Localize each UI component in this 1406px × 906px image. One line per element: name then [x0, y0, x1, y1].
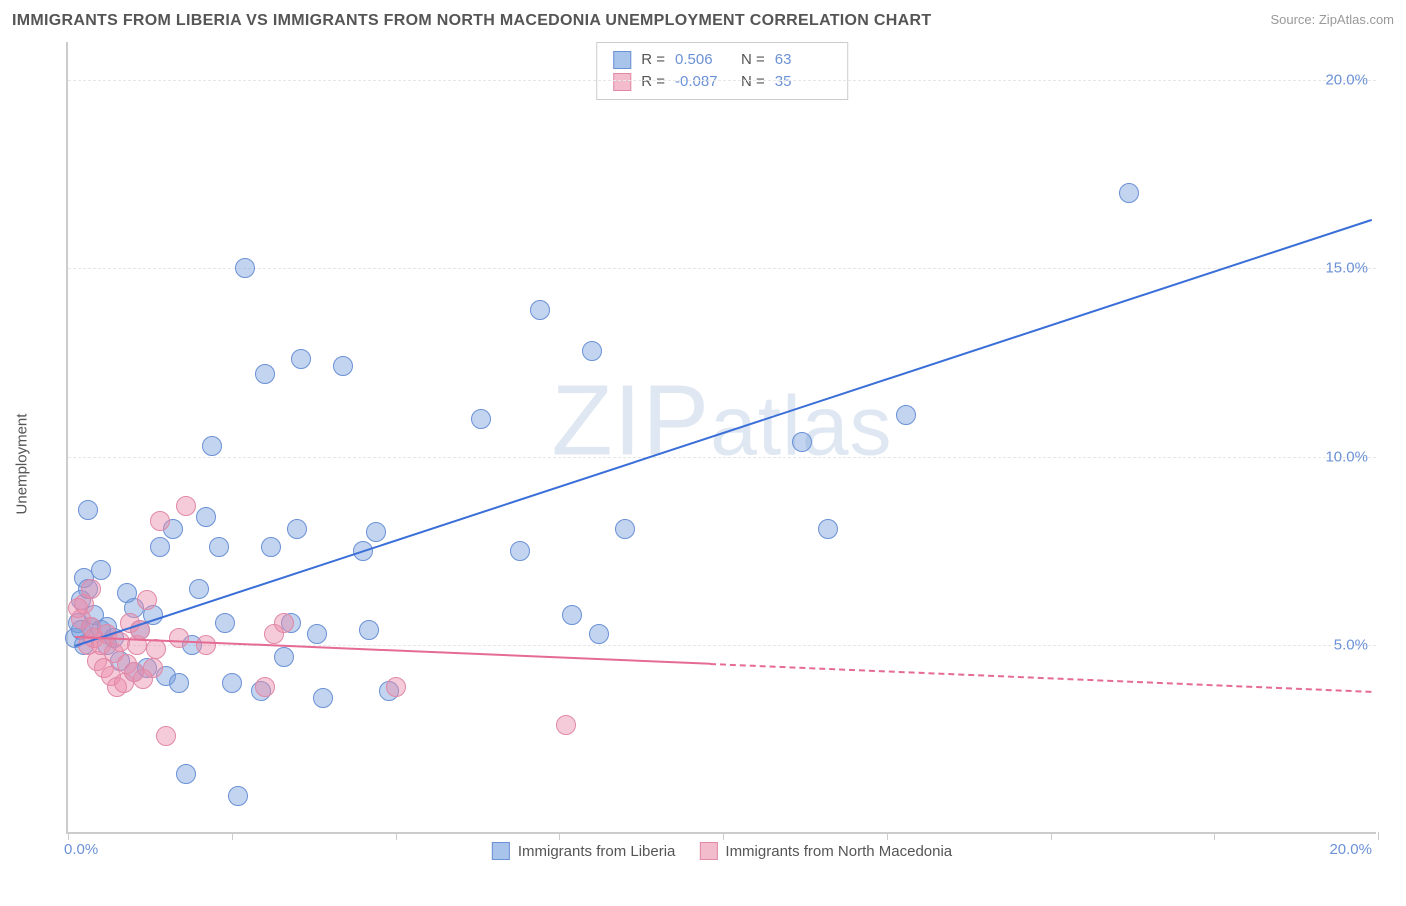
trend-line [710, 663, 1372, 693]
legend-swatch [699, 842, 717, 860]
x-tick [559, 832, 560, 840]
source-label: Source: ZipAtlas.com [1270, 12, 1394, 27]
data-point-north_macedonia [176, 496, 196, 516]
data-point-liberia [530, 300, 550, 320]
data-point-liberia [202, 436, 222, 456]
data-point-north_macedonia [146, 639, 166, 659]
data-point-liberia [562, 605, 582, 625]
data-point-liberia [307, 624, 327, 644]
header: IMMIGRANTS FROM LIBERIA VS IMMIGRANTS FR… [12, 12, 1394, 30]
x-tick [1378, 832, 1379, 840]
chart-container: Unemployment ZIPatlas R = 0.506 N = 63 R = -0… [12, 34, 1394, 894]
data-point-liberia [222, 673, 242, 693]
data-point-liberia [150, 537, 170, 557]
data-point-liberia [274, 647, 294, 667]
data-point-liberia [792, 432, 812, 452]
n-label: N = [741, 49, 765, 71]
gridline [68, 80, 1376, 81]
x-tick [887, 832, 888, 840]
data-point-liberia [359, 620, 379, 640]
data-point-liberia [169, 673, 189, 693]
r-label: R = [641, 71, 665, 93]
legend-label: Immigrants from North Macedonia [725, 843, 952, 860]
n-value: 35 [775, 71, 831, 93]
trend-line [74, 219, 1372, 647]
legend-swatch [613, 51, 631, 69]
x-tick [1214, 832, 1215, 840]
data-point-liberia [176, 764, 196, 784]
data-point-liberia [78, 500, 98, 520]
data-point-liberia [215, 613, 235, 633]
x-tick-label: 20.0% [1329, 841, 1372, 858]
data-point-liberia [333, 356, 353, 376]
x-tick-label: 0.0% [64, 841, 98, 858]
x-tick [232, 832, 233, 840]
r-label: R = [641, 49, 665, 71]
data-point-north_macedonia [386, 677, 406, 697]
data-point-north_macedonia [255, 677, 275, 697]
data-point-liberia [235, 258, 255, 278]
data-point-liberia [582, 341, 602, 361]
legend-swatch [613, 73, 631, 91]
data-point-liberia [228, 786, 248, 806]
n-value: 63 [775, 49, 831, 71]
trend-line [75, 636, 710, 665]
y-axis-title: Unemployment [14, 414, 31, 515]
legend-swatch [492, 842, 510, 860]
data-point-liberia [896, 405, 916, 425]
x-tick [396, 832, 397, 840]
legend-item-liberia: Immigrants from Liberia [492, 842, 676, 860]
data-point-liberia [287, 519, 307, 539]
data-point-north_macedonia [169, 628, 189, 648]
legend-label: Immigrants from Liberia [518, 843, 676, 860]
correlation-legend: R = 0.506 N = 63 R = -0.087 N = 35 [596, 42, 848, 100]
data-point-north_macedonia [196, 635, 216, 655]
data-point-liberia [189, 579, 209, 599]
data-point-liberia [196, 507, 216, 527]
data-point-liberia [209, 537, 229, 557]
r-value: -0.087 [675, 71, 731, 93]
data-point-liberia [471, 409, 491, 429]
data-point-north_macedonia [143, 658, 163, 678]
data-point-liberia [366, 522, 386, 542]
data-point-liberia [818, 519, 838, 539]
data-point-liberia [291, 349, 311, 369]
r-value: 0.506 [675, 49, 731, 71]
y-tick-label: 5.0% [1334, 637, 1368, 654]
gridline [68, 268, 1376, 269]
n-label: N = [741, 71, 765, 93]
data-point-north_macedonia [150, 511, 170, 531]
data-point-liberia [91, 560, 111, 580]
data-point-liberia [615, 519, 635, 539]
x-tick [723, 832, 724, 840]
data-point-north_macedonia [156, 726, 176, 746]
data-point-liberia [589, 624, 609, 644]
legend-row-north_macedonia: R = -0.087 N = 35 [613, 71, 831, 93]
data-point-liberia [1119, 183, 1139, 203]
x-tick [68, 832, 69, 840]
data-point-liberia [255, 364, 275, 384]
data-point-north_macedonia [81, 579, 101, 599]
chart-title: IMMIGRANTS FROM LIBERIA VS IMMIGRANTS FR… [12, 12, 931, 30]
legend-row-liberia: R = 0.506 N = 63 [613, 49, 831, 71]
data-point-liberia [261, 537, 281, 557]
gridline [68, 457, 1376, 458]
data-point-liberia [510, 541, 530, 561]
series-legend: Immigrants from Liberia Immigrants from N… [492, 842, 952, 860]
data-point-north_macedonia [137, 590, 157, 610]
legend-item-north_macedonia: Immigrants from North Macedonia [699, 842, 952, 860]
y-tick-label: 15.0% [1325, 260, 1368, 277]
watermark: ZIPatlas [551, 364, 892, 479]
data-point-north_macedonia [274, 613, 294, 633]
y-tick-label: 20.0% [1325, 71, 1368, 88]
plot-area: ZIPatlas R =0.506N =63R =-0.087N =35 Imm… [66, 42, 1376, 834]
data-point-liberia [313, 688, 333, 708]
y-tick-label: 10.0% [1325, 448, 1368, 465]
data-point-north_macedonia [556, 715, 576, 735]
x-tick [1051, 832, 1052, 840]
